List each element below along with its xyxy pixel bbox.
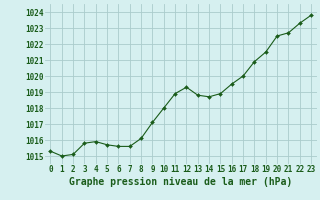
X-axis label: Graphe pression niveau de la mer (hPa): Graphe pression niveau de la mer (hPa): [69, 177, 292, 187]
